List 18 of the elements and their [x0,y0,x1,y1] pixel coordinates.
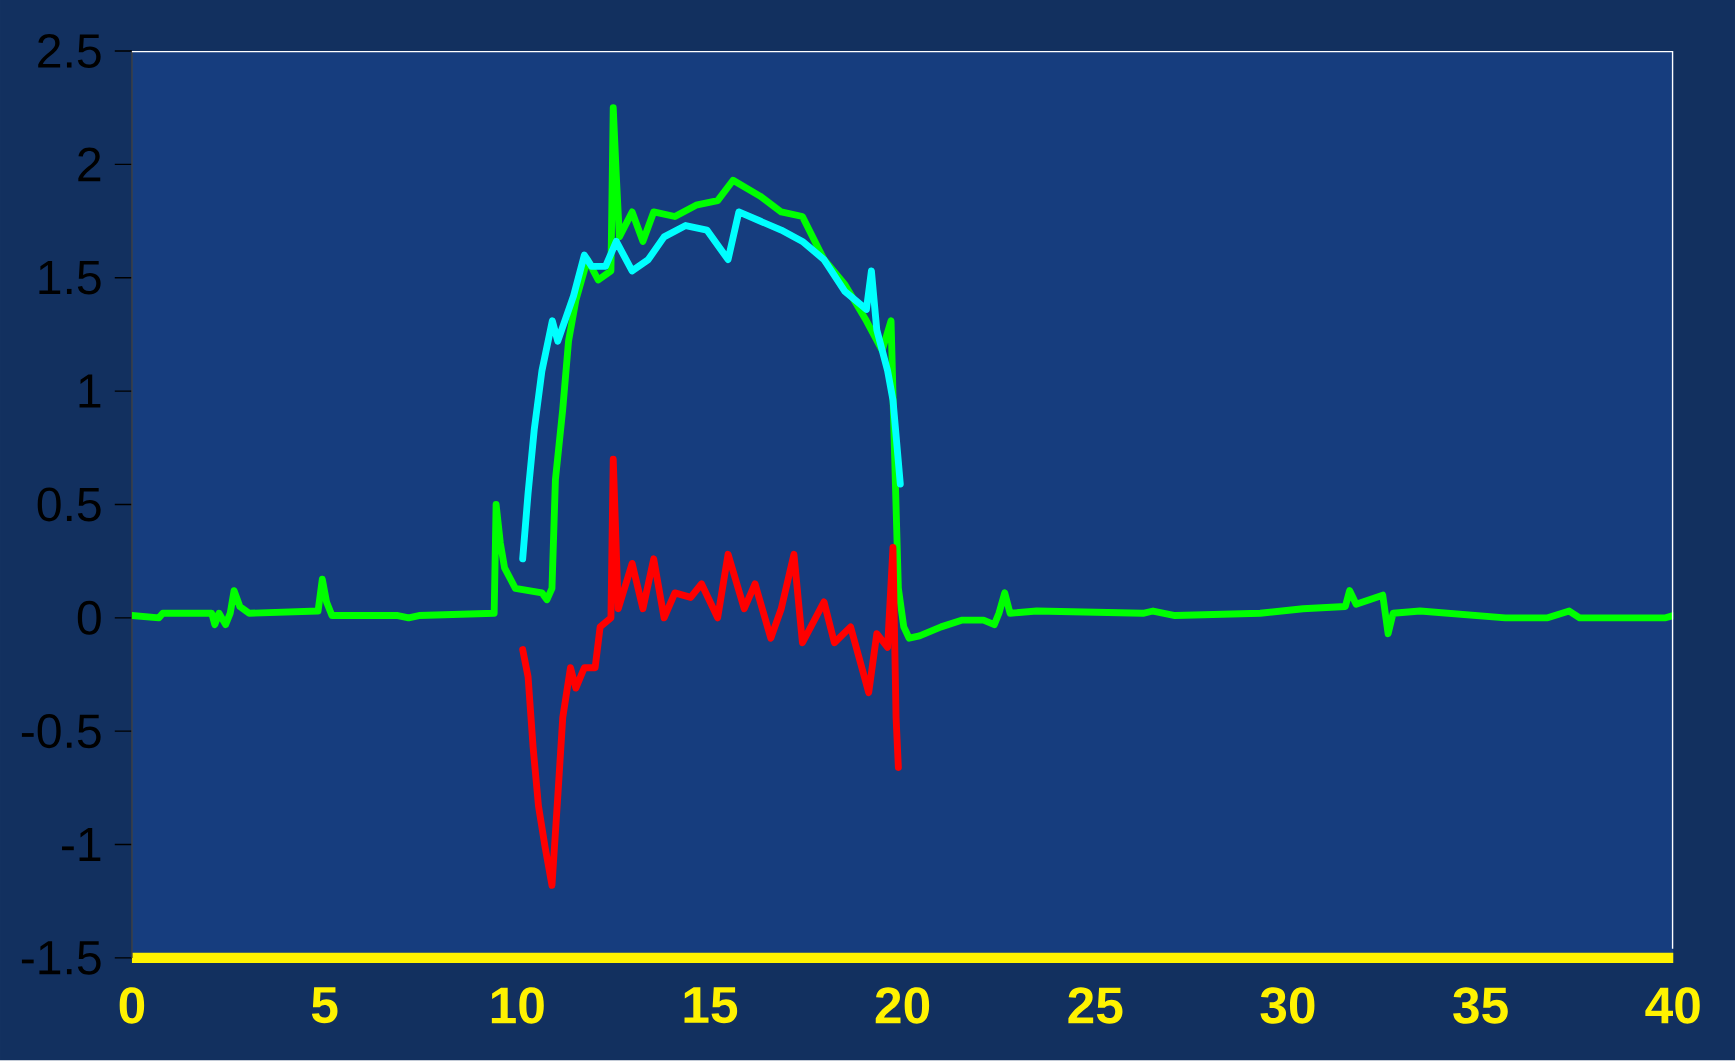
y-tick-label: 1 [79,374,101,408]
x-tick-label: 25 [1068,987,1123,1024]
x-tick-label: 30 [1260,987,1315,1025]
x-tick-label: 40 [1645,987,1700,1024]
x-tick-label: 15 [684,987,738,1024]
y-tick-label: 0.5 [37,487,101,522]
y-tick-label: -1 [62,828,101,862]
x-tick-label: 5 [311,987,338,1024]
x-tick-label: 35 [1453,987,1508,1025]
x-tick-label: 0 [119,987,145,1024]
y-tick-label: 0 [77,600,101,636]
y-tick-label: 2 [78,147,101,182]
y-tick-label: -1.5 [21,941,101,975]
x-tick-label: 10 [491,987,544,1024]
y-tick-label: 2.5 [38,34,101,69]
y-tick-label: -0.5 [21,714,101,749]
y-tick-label: 1.5 [39,261,101,295]
x-tick-label: 20 [875,987,930,1024]
